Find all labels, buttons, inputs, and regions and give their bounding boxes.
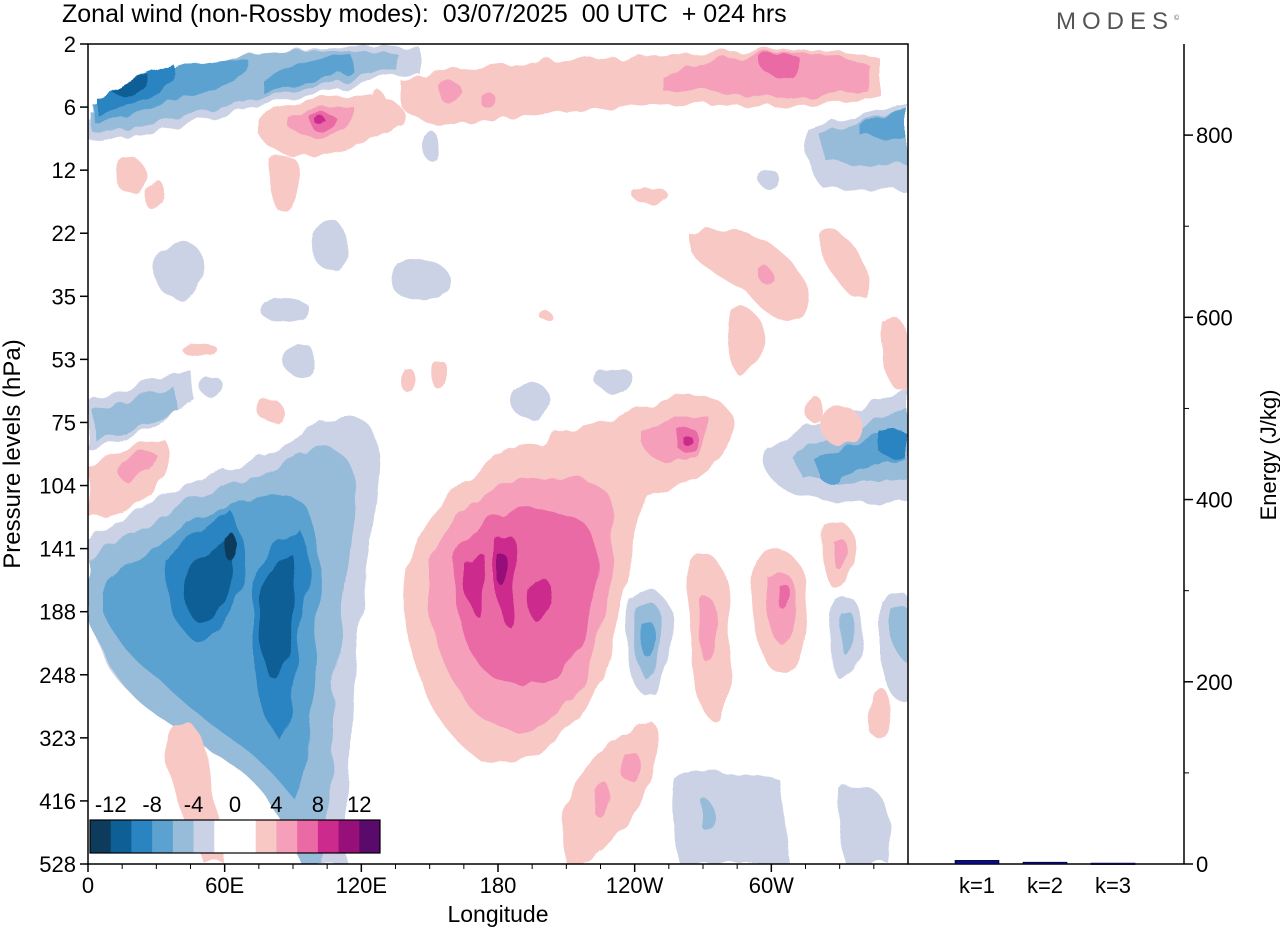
colorbar-swatch bbox=[255, 820, 277, 853]
energy-axis-label: Energy (J/kg) bbox=[1256, 390, 1280, 521]
colorbar-label: -4 bbox=[184, 792, 204, 817]
colorbar-swatch bbox=[317, 820, 339, 853]
chart-title: Zonal wind (non-Rossby modes): 03/07/202… bbox=[62, 0, 787, 28]
x-tick-label: 120W bbox=[606, 873, 664, 898]
colorbar-swatch bbox=[359, 820, 381, 853]
logo-text: MODES bbox=[1056, 8, 1175, 35]
y-tick-label: 323 bbox=[39, 726, 76, 751]
colorbar-swatch bbox=[193, 820, 215, 853]
pos-scattered-patches bbox=[115, 65, 860, 445]
pos-upper-band bbox=[400, 49, 880, 126]
pos-lower-130w-spot-b bbox=[624, 752, 641, 782]
colorbar-swatch bbox=[172, 820, 194, 853]
pos-cluster-central bbox=[405, 420, 654, 763]
neg-cluster-lower-left bbox=[88, 416, 380, 864]
y-tick-label: 2 bbox=[64, 32, 76, 57]
colorbar-swatch bbox=[297, 820, 319, 853]
pos-left-104-inner bbox=[118, 452, 158, 484]
energy-tick-label: 0 bbox=[1196, 852, 1208, 877]
colorbar-swatch bbox=[90, 820, 112, 853]
energy-bar bbox=[954, 860, 1000, 865]
y-tick-label: 248 bbox=[39, 663, 76, 688]
y-tick-label: 188 bbox=[39, 600, 76, 625]
pos-60w-core bbox=[778, 582, 790, 609]
colorbar-label: 8 bbox=[312, 792, 324, 817]
energy-tick-label: 400 bbox=[1196, 488, 1233, 513]
energy-bar bbox=[1090, 862, 1136, 865]
colorbar: -12 -8 -4 0 4 8 12 bbox=[89, 792, 381, 854]
pos-lower-right bbox=[870, 686, 890, 737]
logo-mark: © bbox=[1174, 15, 1180, 22]
neg-right-edge-inner bbox=[892, 606, 908, 661]
neg-cluster-upper-left bbox=[88, 46, 420, 140]
neg-right-lower-inner bbox=[840, 612, 858, 657]
y-tick-label: 35 bbox=[52, 284, 76, 309]
y-tick-label: 6 bbox=[64, 95, 76, 120]
energy-bar bbox=[1022, 861, 1068, 865]
colorbar-swatch bbox=[338, 820, 360, 853]
neg-right-mid-core bbox=[880, 429, 905, 459]
pos-upper-right-column bbox=[727, 306, 762, 376]
y-axis-label: Pressure levels (hPa) bbox=[0, 339, 26, 568]
colorbar-frame bbox=[89, 819, 381, 854]
y-tick-label: 22 bbox=[52, 221, 76, 246]
colorbar-label: 0 bbox=[229, 792, 241, 817]
colorbar-swatch bbox=[110, 820, 132, 853]
pos-lower-130w-spot-a bbox=[594, 784, 613, 817]
colorbar-label: 12 bbox=[347, 792, 371, 817]
neg-120w-core bbox=[640, 621, 656, 657]
axes: 0 60E 120E 180 120W 60W Longitude 2 6 12 22 35 53 75 1… bbox=[0, 32, 909, 927]
neg-right-mid-spot bbox=[820, 462, 838, 482]
pos-upper-right-b bbox=[819, 232, 871, 300]
energy-tick-label: 600 bbox=[1196, 305, 1233, 330]
y-tick-label: 416 bbox=[39, 789, 76, 814]
pos-right-141-inner bbox=[832, 537, 848, 569]
colorbar-label: -12 bbox=[95, 792, 127, 817]
x-axis-label: Longitude bbox=[447, 901, 548, 927]
energy-tick-label: 800 bbox=[1196, 123, 1233, 148]
x-tick-label: 60E bbox=[205, 873, 244, 898]
x-tick-label: 60W bbox=[749, 873, 794, 898]
x-tick-label: 180 bbox=[480, 873, 517, 898]
pos-upper-right-edge bbox=[880, 316, 908, 391]
y-tick-label: 12 bbox=[52, 158, 76, 183]
energy-bars: 0 200 400 600 800 Energy (J/kg) k=1 k=2 k=3 bbox=[908, 44, 1280, 898]
colorbar-swatch bbox=[235, 820, 257, 853]
neg-bottom-center bbox=[672, 772, 790, 864]
neg-left-75-inner bbox=[92, 388, 178, 440]
colorbar-swatch bbox=[214, 820, 236, 853]
neg-upper-right-core bbox=[860, 110, 908, 140]
colorbar-swatch bbox=[152, 820, 174, 853]
modes-logo: MODES© bbox=[1056, 8, 1179, 36]
y-tick-label: 104 bbox=[39, 474, 76, 499]
neg-bottom-spot bbox=[700, 798, 712, 829]
wind-field bbox=[88, 46, 908, 864]
y-tick-label: 528 bbox=[39, 852, 76, 877]
pos-240e-core bbox=[684, 435, 693, 447]
neg-scattered-patches bbox=[155, 130, 780, 418]
pos-60e-upper-core bbox=[316, 117, 327, 126]
colorbar-label: -8 bbox=[142, 792, 162, 817]
energy-bar-label: k=2 bbox=[1027, 873, 1063, 898]
neg-bottom-right bbox=[837, 785, 890, 864]
colorbar-swatch bbox=[131, 820, 153, 853]
pos-240e-mid bbox=[640, 415, 711, 463]
energy-bar-label: k=1 bbox=[959, 873, 995, 898]
energy-tick-label: 200 bbox=[1196, 670, 1233, 695]
pos-60e-column bbox=[268, 155, 300, 213]
pos-upper-right-core bbox=[760, 268, 775, 286]
y-tick-label: 53 bbox=[52, 347, 76, 372]
colorbar-label: 4 bbox=[270, 792, 282, 817]
pos-upper-right-a bbox=[690, 228, 809, 321]
x-tick-label: 0 bbox=[82, 873, 94, 898]
y-tick-label: 141 bbox=[39, 537, 76, 562]
x-tick-label: 120E bbox=[336, 873, 387, 898]
pos-150w-inner bbox=[699, 597, 718, 661]
y-tick-label: 75 bbox=[52, 410, 76, 435]
energy-bar-label: k=3 bbox=[1095, 873, 1131, 898]
colorbar-swatch bbox=[276, 820, 298, 853]
